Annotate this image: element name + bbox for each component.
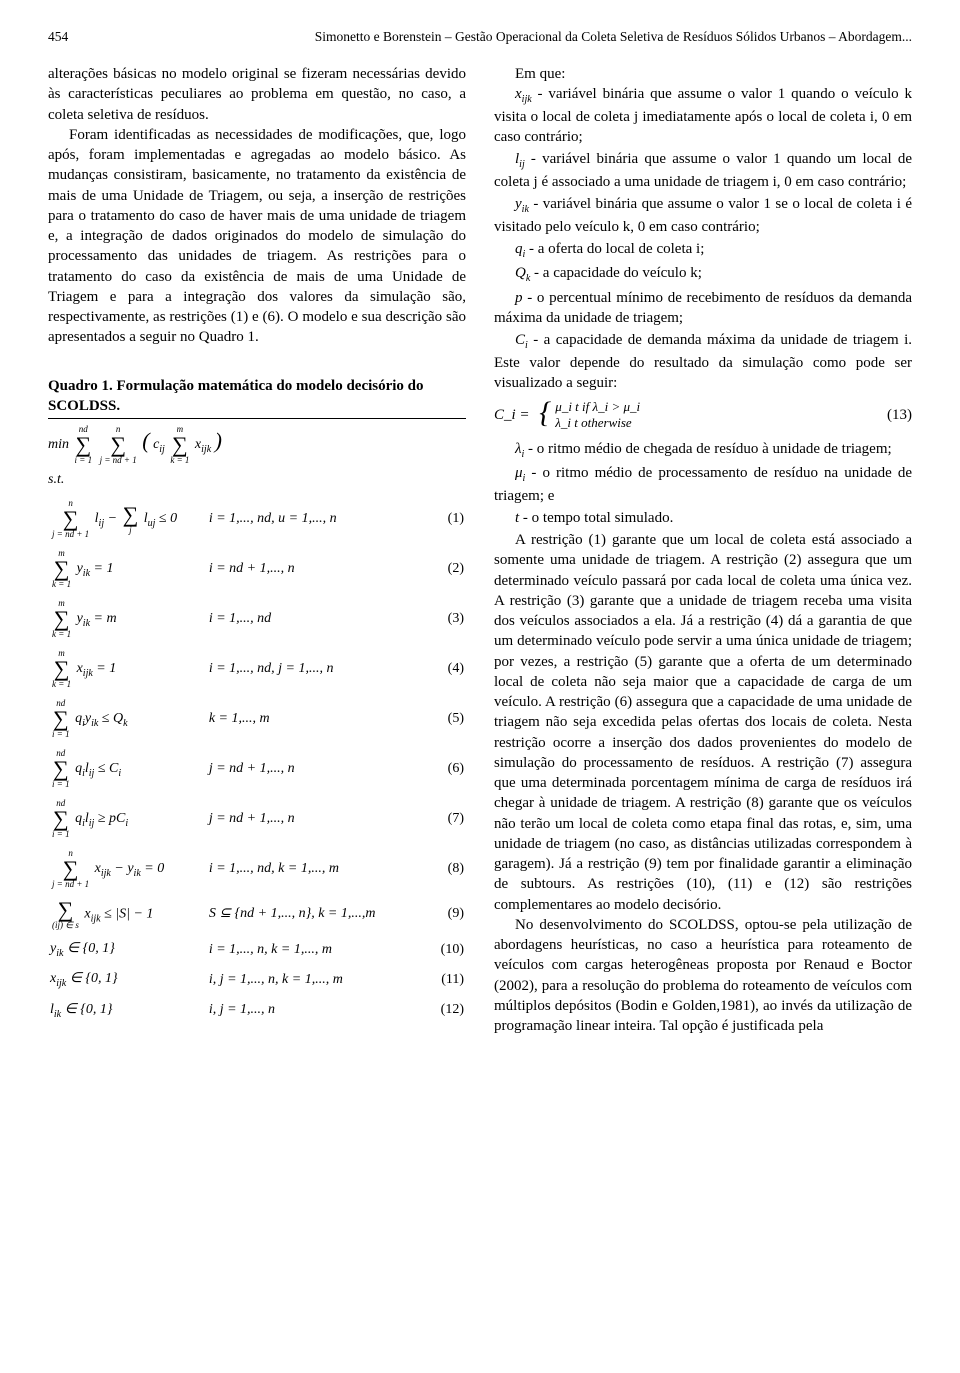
formula-block: min nd ∑ i = 1 n ∑ j = nd + 1 ( cij m [48, 425, 466, 1026]
sum-j: n ∑ j = nd + 1 [100, 425, 137, 465]
constraint-row: m∑k = 1 yik = m i = 1,..., nd (3) [48, 594, 466, 644]
left-paragraph-2: Foram identificadas as necessidades de m… [48, 125, 466, 348]
running-head: 454 Simonetto e Borenstein – Gestão Oper… [48, 28, 912, 46]
definition: yik - variável binária que assume o valo… [494, 194, 912, 237]
eq13-lhs: C_i = [494, 407, 530, 423]
right-column: Em que: xijk - variável binária que assu… [494, 64, 912, 1036]
constraint-row: n∑j = nd + 1 xijk − yik = 0 i = 1,..., n… [48, 844, 466, 894]
definition: t - o tempo total simulado. [494, 508, 912, 528]
definition: lij - variável binária que assume o valo… [494, 149, 912, 192]
right-paragraph-restrictions: A restrição (1) garante que um local de … [494, 530, 912, 915]
min-label: min [48, 437, 69, 452]
em-que: Em que: [494, 64, 912, 84]
eq13-number: (13) [887, 405, 912, 425]
constraint-row: nd∑i = 1 qilij ≥ pCi j = nd + 1,..., n (… [48, 794, 466, 844]
definition: p - o percentual mínimo de recebimento d… [494, 288, 912, 329]
definition: μi - o ritmo médio de processamento de r… [494, 463, 912, 506]
subject-to: s.t. [48, 471, 466, 490]
constraint-row: ∑(ij) ∈ s xijk ≤ |S| − 1 S ⊆ {nd + 1,...… [48, 894, 466, 935]
constraint-row: xijk ∈ {0, 1} i, j = 1,..., n, k = 1,...… [48, 965, 466, 995]
constraints-table: n∑j = nd + 1 lij − ∑j luj ≤ 0 i = 1,...,… [48, 494, 466, 1026]
constraint-row: m∑k = 1 xijk = 1 i = 1,..., nd, j = 1,..… [48, 644, 466, 694]
definition: qi - a oferta do local de coleta i; [494, 239, 912, 262]
eq13-case2: λ_i t otherwise [555, 415, 640, 431]
constraint-row: lik ∈ {0, 1} i, j = 1,..., n (12) [48, 996, 466, 1026]
quadro-title: Quadro 1. Formulação matemática do model… [48, 376, 466, 417]
left-paragraph-1: alterações básicas no modelo original se… [48, 64, 466, 125]
definition: λi - o ritmo médio de chegada de resíduo… [494, 439, 912, 462]
left-column: alterações básicas no modelo original se… [48, 64, 466, 1036]
equation-13: C_i = { μ_i t if λ_i > μ_i λ_i t otherwi… [494, 399, 912, 430]
eq13-case1: μ_i t if λ_i > μ_i [555, 399, 640, 415]
objective-function: min nd ∑ i = 1 n ∑ j = nd + 1 ( cij m [48, 425, 466, 465]
constraint-row: yik ∈ {0, 1} i = 1,..., n, k = 1,..., m … [48, 935, 466, 965]
definition: Qk - a capacidade do veículo k; [494, 263, 912, 286]
two-column-layout: alterações básicas no modelo original se… [48, 64, 912, 1036]
running-title: Simonetto e Borenstein – Gestão Operacio… [315, 28, 912, 46]
quadro-rule-top [48, 418, 466, 419]
constraint-row: nd∑i = 1 qiyik ≤ Qk k = 1,..., m (5) [48, 694, 466, 744]
constraint-row: n∑j = nd + 1 lij − ∑j luj ≤ 0 i = 1,...,… [48, 494, 466, 544]
definition: Ci - a capacidade de demanda máxima da u… [494, 330, 912, 393]
constraint-row: nd∑i = 1 qilij ≤ Ci j = nd + 1,..., n (6… [48, 744, 466, 794]
definition: xijk - variável binária que assume o val… [494, 84, 912, 147]
right-paragraph-development: No desenvolvimento do SCOLDSS, optou-se … [494, 915, 912, 1037]
page-number: 454 [48, 28, 68, 46]
page: 454 Simonetto e Borenstein – Gestão Oper… [0, 0, 960, 1076]
piecewise: { μ_i t if λ_i > μ_i λ_i t otherwise [539, 399, 640, 430]
sum-i: nd ∑ i = 1 [75, 425, 93, 465]
constraint-row: m∑k = 1 yik = 1 i = nd + 1,..., n (2) [48, 544, 466, 594]
variable-definitions: xijk - variável binária que assume o val… [494, 84, 912, 393]
variable-definitions-2: λi - o ritmo médio de chegada de resíduo… [494, 439, 912, 529]
sum-k: m ∑ k = 1 [170, 425, 189, 465]
